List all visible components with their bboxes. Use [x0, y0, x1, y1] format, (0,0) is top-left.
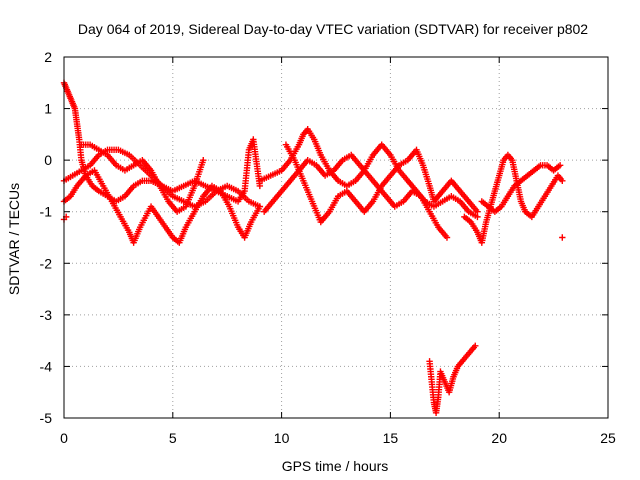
x-axis-label: GPS time / hours	[282, 458, 389, 474]
y-tick-label: -1	[40, 204, 53, 220]
y-tick-label: -4	[40, 358, 53, 374]
series-track-F	[260, 151, 451, 241]
data-point	[200, 156, 207, 164]
x-tick-label: 10	[274, 430, 290, 446]
series-track-E	[256, 126, 481, 221]
data-point	[443, 234, 451, 241]
series-track-G	[282, 141, 481, 226]
x-tick-label: 5	[169, 430, 177, 446]
y-tick-label: 0	[44, 152, 52, 168]
series-track-D	[78, 141, 207, 215]
chart-title: Day 064 of 2019, Sidereal Day-to-day VTE…	[78, 21, 588, 37]
data-point	[256, 203, 264, 210]
data-point	[556, 162, 564, 169]
y-tick-labels: 2 1 0 -1 -2 -3 -4 -5	[40, 49, 53, 426]
x-tick-labels: 0 5 10 15 20 25	[60, 430, 616, 446]
y-tick-label: -2	[40, 255, 53, 271]
data-point	[472, 342, 479, 349]
x-tick-label: 20	[491, 430, 507, 446]
series-track-I	[478, 162, 564, 215]
series-track-J	[426, 342, 479, 417]
x-tick-label: 15	[383, 430, 399, 446]
data-point	[559, 234, 566, 241]
y-axis-label: SDTVAR / TECUs	[6, 183, 22, 295]
data-point	[559, 177, 566, 184]
data-point	[474, 208, 481, 215]
plot-border	[63, 56, 609, 419]
series-track-H	[461, 151, 566, 246]
y-tick-label: -5	[40, 410, 53, 426]
y-tick-label: -3	[40, 307, 53, 323]
tick-marks	[63, 56, 609, 419]
grid	[64, 57, 608, 418]
data-marks	[60, 79, 566, 417]
x-tick-label: 25	[600, 430, 616, 446]
y-tick-label: 1	[44, 101, 52, 117]
y-tick-label: 2	[44, 49, 52, 65]
x-tick-label: 0	[60, 430, 68, 446]
